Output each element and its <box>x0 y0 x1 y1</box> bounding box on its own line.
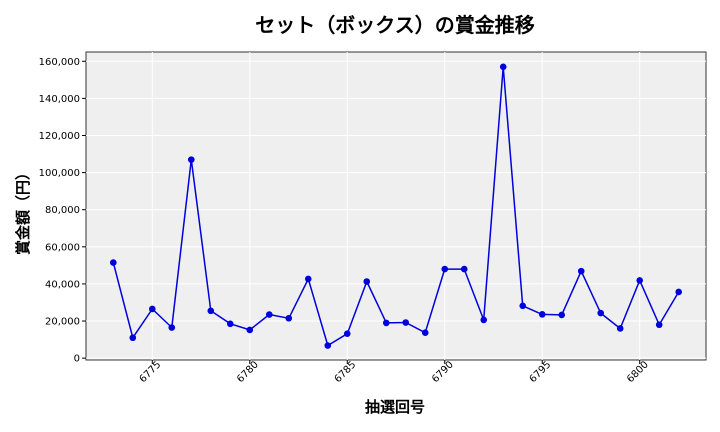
x-tick-label: 6780 <box>235 359 261 385</box>
y-tick-label: 40,000 <box>45 279 80 290</box>
data-point <box>304 275 312 283</box>
data-point <box>421 329 429 337</box>
y-tick-label: 120,000 <box>39 131 80 142</box>
data-point <box>226 320 234 328</box>
y-tick-label: 80,000 <box>45 205 80 216</box>
x-tick-label: 6800 <box>625 359 651 385</box>
data-points <box>109 63 683 349</box>
data-point <box>343 330 351 337</box>
data-point <box>285 314 293 322</box>
data-point <box>480 316 488 324</box>
data-point <box>382 319 390 327</box>
data-point <box>441 265 449 273</box>
data-point <box>207 307 215 315</box>
y-axis-label: 賞金額（円） <box>14 165 32 255</box>
data-point <box>655 321 663 329</box>
data-point <box>187 156 195 163</box>
chart-title: セット（ボックス）の賞金推移 <box>255 13 534 37</box>
series-line <box>112 66 680 347</box>
data-point <box>324 342 332 349</box>
x-tick-label: 6775 <box>138 359 164 385</box>
series-polyline <box>112 66 680 347</box>
data-point <box>519 302 527 310</box>
plot-area <box>85 51 707 361</box>
x-tick-label: 6785 <box>333 359 359 385</box>
data-point <box>616 325 624 332</box>
data-point <box>538 311 546 318</box>
data-point <box>499 63 507 71</box>
y-tick-label: 160,000 <box>39 57 80 68</box>
x-tick-label: 6790 <box>430 359 456 385</box>
data-point <box>265 311 273 318</box>
data-point <box>597 309 605 317</box>
x-tick-label: 6795 <box>528 359 554 385</box>
gridlines <box>86 52 706 360</box>
data-point <box>246 326 254 334</box>
data-point <box>460 265 468 273</box>
data-point <box>109 259 117 266</box>
data-point <box>148 305 156 313</box>
y-tick-label: 20,000 <box>45 317 80 328</box>
y-tick-label: 140,000 <box>39 94 80 105</box>
data-point <box>168 324 176 331</box>
y-tick-label: 60,000 <box>45 242 80 253</box>
data-point <box>675 288 683 296</box>
data-point <box>577 267 585 275</box>
data-point <box>129 334 137 342</box>
data-point <box>402 319 410 326</box>
data-point <box>363 278 371 285</box>
y-tick-label: 100,000 <box>39 168 80 179</box>
x-axis-label: 抽選回号 <box>365 398 425 416</box>
y-tick-label: 0 <box>74 354 80 365</box>
data-point <box>558 311 566 319</box>
data-point <box>636 277 644 284</box>
